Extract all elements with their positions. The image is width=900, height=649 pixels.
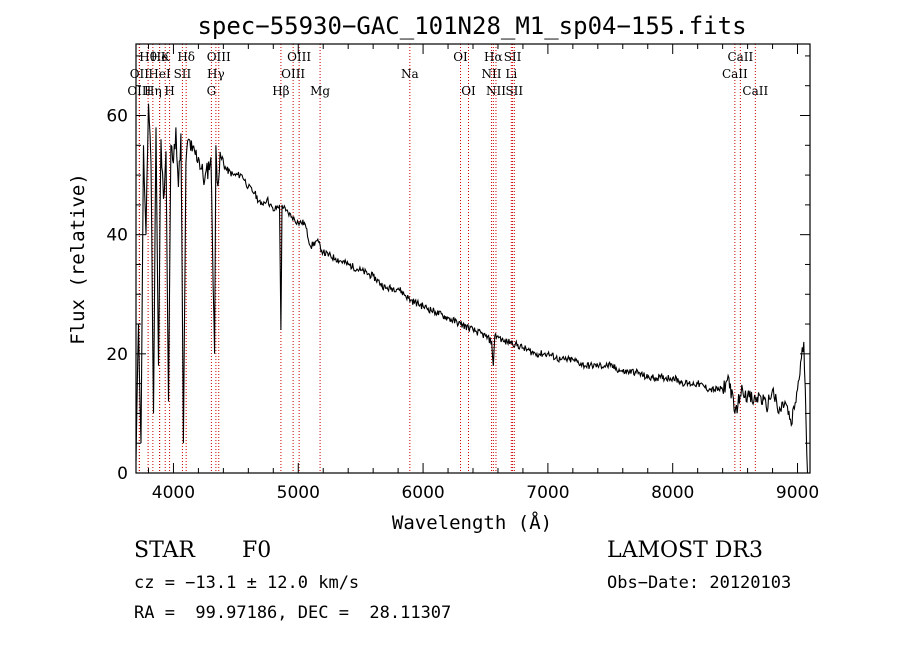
x-tick-label: 6000 [401, 483, 444, 503]
spectral-line-label: SII [174, 67, 192, 81]
spectral-line-label: Mg [310, 84, 330, 98]
spectral-subclass: F0 [242, 538, 272, 563]
spectral-line-label: OI [461, 84, 476, 98]
redshift-cz: cz = −13.1 ± 12.0 km/s [134, 573, 360, 593]
spectral-line-label: CaII [722, 67, 748, 81]
spectral-line-label: Na [401, 67, 419, 81]
observation-date: Obs−Date: 20120103 [607, 573, 792, 593]
spectral-line-label: Hα [484, 50, 503, 64]
y-tick-label: 20 [106, 345, 128, 365]
spectral-line-label: HeI [148, 67, 171, 81]
spectral-line-label: OIII [207, 50, 231, 64]
spectral-line-label: Hθ [139, 50, 157, 64]
x-tick-label: 4000 [152, 483, 195, 503]
spectral-line-label: Hη [144, 84, 162, 98]
y-tick-label: 60 [106, 107, 128, 127]
spectral-line-label: CaII [742, 84, 768, 98]
chart-title: spec−55930−GAC_101N28_M1_sp04−155.fits [197, 12, 746, 40]
y-tick-label: 40 [106, 226, 128, 246]
x-tick-label: 5000 [277, 483, 320, 503]
y-tick-label: 0 [117, 464, 128, 484]
ra-dec-coordinates: RA = 99.97186, DEC = 28.11307 [134, 603, 452, 623]
x-tick-label: 7000 [526, 483, 569, 503]
spectral-line-label: H [164, 84, 174, 98]
spectral-line-label: G [207, 84, 217, 98]
x-tick-label: 9000 [776, 483, 819, 503]
spectral-line-label: Hδ [177, 50, 195, 64]
spectral-line-label: Hβ [272, 84, 289, 98]
plot-frame [135, 43, 811, 474]
spectral-line-label: K [161, 50, 171, 64]
spectrum-chart: spec−55930−GAC_101N28_M1_sp04−155.fits W… [67, 12, 819, 534]
spectral-line-label: OIII [287, 50, 311, 64]
spectral-line-label: OIII [281, 67, 305, 81]
spectral-line-label: SII [504, 50, 522, 64]
spectral-line-label: Li [505, 67, 517, 81]
spectral-line-label: OII [130, 67, 150, 81]
spectral-line-label: Hγ [207, 67, 225, 81]
spectral-line-label: OIII [127, 84, 151, 98]
x-axis-label: Wavelength (Å) [392, 511, 552, 534]
survey-name: LAMOST DR3 [607, 538, 763, 563]
spectral-line-label: He [151, 50, 169, 64]
spectral-line-label: CaII [727, 50, 753, 64]
spectral-line-label: OI [453, 50, 468, 64]
flux-series-line [135, 103, 809, 474]
spectral-line-label: NII [481, 67, 501, 81]
spectral-line-label: SII [505, 84, 523, 98]
object-class: STAR [134, 538, 195, 563]
x-tick-label: 8000 [651, 483, 694, 503]
spectral-line-label: NII [486, 84, 506, 98]
y-axis-label: Flux (relative) [67, 173, 89, 345]
